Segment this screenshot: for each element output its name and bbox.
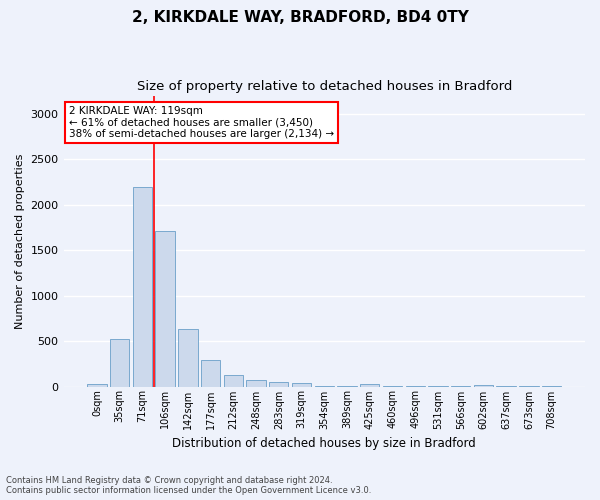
Title: Size of property relative to detached houses in Bradford: Size of property relative to detached ho… (137, 80, 512, 93)
Bar (201, 360, 220, 386)
Bar (247, 380, 266, 386)
Bar (474, 384, 493, 386)
X-axis label: Distribution of detached houses by size in Bradford: Distribution of detached houses by size … (172, 437, 476, 450)
Bar (155, 231, 175, 386)
Y-axis label: Number of detached properties: Number of detached properties (15, 154, 25, 328)
Bar (360, 384, 379, 386)
Text: Contains HM Land Registry data © Crown copyright and database right 2024.
Contai: Contains HM Land Registry data © Crown c… (6, 476, 371, 495)
Bar (87, 384, 107, 386)
Bar (178, 329, 197, 386)
Bar (133, 188, 152, 386)
Text: 2, KIRKDALE WAY, BRADFORD, BD4 0TY: 2, KIRKDALE WAY, BRADFORD, BD4 0TY (131, 10, 469, 25)
Bar (292, 383, 311, 386)
Text: 2 KIRKDALE WAY: 119sqm
← 61% of detached houses are smaller (3,450)
38% of semi-: 2 KIRKDALE WAY: 119sqm ← 61% of detached… (69, 106, 334, 139)
Bar (224, 374, 243, 386)
Bar (269, 382, 289, 386)
Bar (110, 339, 130, 386)
